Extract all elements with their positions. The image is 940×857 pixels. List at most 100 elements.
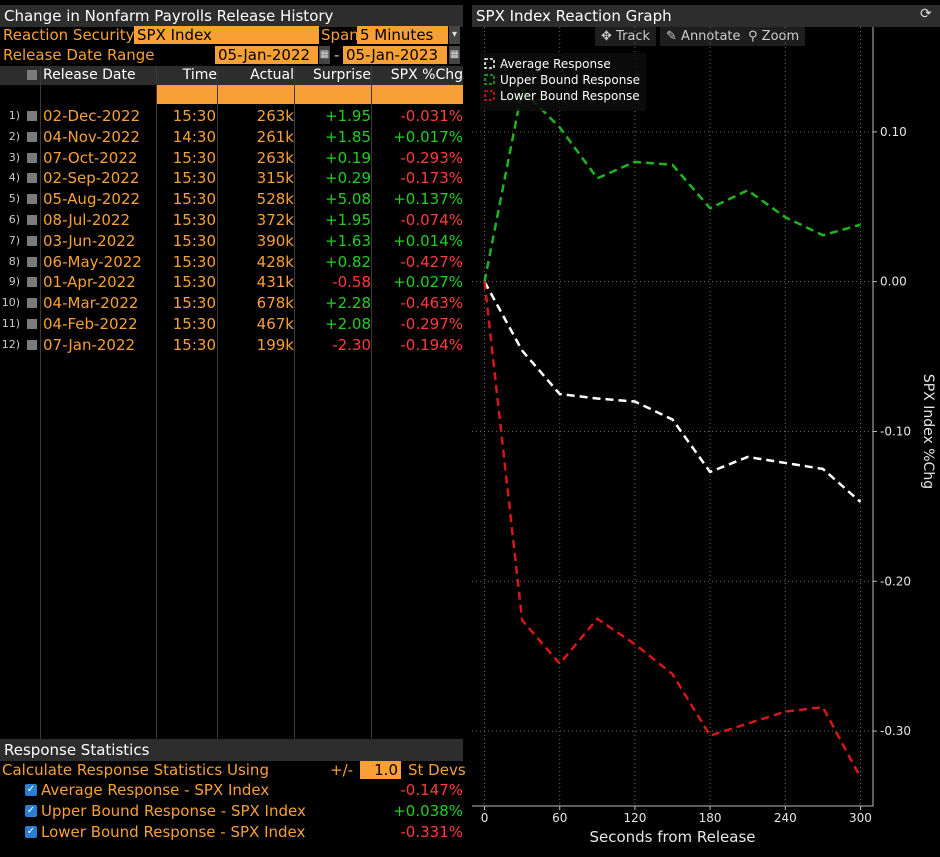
stats-row[interactable]: ✓ Upper Bound Response - SPX Index +0.038% [0, 801, 463, 821]
span-select[interactable]: 5 Minutes [357, 26, 448, 44]
date-range-separator: - [334, 46, 340, 64]
row-checkbox[interactable] [27, 131, 37, 142]
column-header-actual[interactable]: Actual [250, 67, 294, 83]
row-number: 4) [8, 171, 20, 185]
row-checkbox[interactable] [27, 277, 37, 288]
series-line [483, 281, 862, 779]
table-row[interactable]: 6) 08-Jul-2022 15:30 372k +1.95 -0.074% [0, 210, 463, 230]
column-header-spx-chg[interactable]: SPX %Chg [390, 67, 463, 83]
table-row[interactable]: 3) 07-Oct-2022 15:30 263k +0.19 -0.293% [0, 148, 463, 168]
release-time: 15:30 [172, 252, 216, 271]
row-checkbox[interactable] [27, 319, 37, 329]
plus-minus-label: +/- [330, 761, 354, 779]
column-divider [371, 66, 372, 740]
calc-stats-label: Calculate Response Statistics Using [2, 761, 269, 779]
row-checkbox[interactable] [27, 235, 37, 246]
release-time: 15:30 [172, 190, 216, 209]
table-row[interactable]: 1) 02-Dec-2022 15:30 263k +1.95 -0.031% [0, 106, 463, 126]
release-date: 08-Jul-2022 [43, 211, 131, 229]
zoom-label: Zoom [761, 29, 800, 44]
reaction-chart[interactable]: 0 60 120 180 240 300 0.10 0.00 -0.10 -0.20 -0.30 Se… [472, 27, 940, 857]
row-number: 3) [8, 150, 20, 164]
table-row[interactable]: 9) 01-Apr-2022 15:30 431k -0.58 +0.027% [0, 272, 463, 292]
actual-value: 678k [256, 294, 294, 313]
column-header-time[interactable]: Time [182, 67, 217, 83]
stats-row[interactable]: ✓ Average Response - SPX Index -0.147% [0, 780, 463, 800]
stats-value: -0.147% [400, 781, 463, 799]
date-from-input[interactable]: 05-Jan-2022 [215, 46, 318, 64]
column-divider [156, 66, 157, 740]
track-label: Track [616, 29, 651, 44]
release-time: 15:30 [172, 169, 216, 188]
calendar-icon[interactable]: ▦ [319, 46, 330, 64]
table-row[interactable]: 5) 05-Aug-2022 15:30 528k +5.08 +0.137% [0, 189, 463, 209]
legend-label: Lower Bound Response [500, 89, 640, 103]
table-row[interactable]: 10) 04-Mar-2022 15:30 678k +2.28 -0.463% [0, 293, 463, 313]
surprise-value: +0.19 [325, 148, 371, 167]
row-checkbox[interactable] [27, 256, 37, 267]
reaction-security-input[interactable]: SPX Index [134, 26, 319, 44]
table-row[interactable]: 8) 06-May-2022 15:30 428k +0.82 -0.427% [0, 252, 463, 272]
column-header-release-date[interactable]: Release Date [43, 67, 136, 83]
x-tick-label: 60 [552, 811, 567, 825]
legend-box [480, 53, 646, 111]
spx-chg-value: -0.074% [400, 211, 463, 229]
table-row[interactable]: 11) 04-Feb-2022 15:30 467k +2.08 -0.297% [0, 314, 463, 334]
table-row[interactable]: 7) 03-Jun-2022 15:30 390k +1.63 +0.014% [0, 231, 463, 251]
column-divider [217, 66, 218, 740]
release-date-range-label: Release Date Range [3, 46, 155, 64]
release-date: 05-Aug-2022 [43, 190, 141, 209]
row-checkbox[interactable] [27, 298, 37, 309]
x-tick-label: 300 [849, 811, 872, 825]
release-time: 15:30 [172, 273, 216, 292]
table-row[interactable]: 2) 04-Nov-2022 14:30 261k +1.85 +0.017% [0, 127, 463, 147]
table-row[interactable]: 4) 02-Sep-2022 15:30 315k +0.29 -0.173% [0, 168, 463, 188]
y-tick-label: -0.20 [880, 574, 911, 588]
table-header [0, 66, 463, 85]
column-header-surprise[interactable]: Surprise [313, 67, 371, 83]
magnifier-icon: ⚲ [748, 29, 758, 44]
row-checkbox[interactable] [27, 111, 37, 121]
surprise-value: +1.85 [325, 127, 371, 146]
release-time: 15:30 [172, 335, 216, 354]
release-date: 04-Feb-2022 [43, 315, 138, 333]
filter-row[interactable] [157, 85, 463, 104]
row-checkbox[interactable] [27, 194, 37, 205]
surprise-value: -2.30 [332, 335, 371, 354]
row-number: 9) [8, 275, 20, 289]
refresh-icon[interactable]: ⟳ [920, 6, 932, 22]
actual-value: 431k [256, 273, 294, 292]
y-tick-label: 0.10 [880, 125, 907, 139]
actual-value: 263k [256, 107, 294, 125]
row-number: 1) [8, 109, 20, 122]
zoom-button[interactable]: ⚲ Zoom [742, 27, 806, 46]
surprise-value: -0.58 [332, 273, 371, 292]
row-checkbox[interactable] [27, 215, 37, 225]
row-number: 5) [8, 192, 20, 206]
series-line [483, 281, 862, 503]
spx-chg-value: -0.463% [400, 294, 463, 313]
select-all-checkbox[interactable] [27, 70, 37, 80]
check-icon[interactable]: ✓ [25, 784, 37, 796]
check-icon[interactable]: ✓ [25, 805, 37, 817]
calendar-icon[interactable]: ▦ [449, 46, 460, 64]
date-to-input[interactable]: 05-Jan-2023 [343, 46, 447, 64]
table-row[interactable]: 12) 07-Jan-2022 15:30 199k -2.30 -0.194% [0, 335, 463, 355]
stats-row[interactable]: ✓ Lower Bound Response - SPX Index -0.331% [0, 822, 463, 842]
check-icon[interactable]: ✓ [25, 826, 37, 838]
row-checkbox[interactable] [27, 173, 37, 184]
actual-value: 263k [256, 148, 294, 167]
chevron-down-icon[interactable]: ▾ [449, 26, 460, 44]
surprise-value: +1.95 [325, 107, 371, 125]
row-number: 12) [1, 337, 20, 351]
spx-chg-value: -0.427% [400, 252, 463, 271]
row-number: 2) [8, 129, 20, 143]
track-button[interactable]: ✥ Track [595, 27, 657, 46]
release-date: 03-Jun-2022 [43, 231, 136, 250]
stats-label: Lower Bound Response - SPX Index [41, 823, 306, 841]
row-checkbox[interactable] [27, 152, 37, 163]
release-time: 15:30 [172, 107, 216, 125]
annotate-button[interactable]: ✎ Annotate [660, 27, 747, 46]
stdev-input[interactable]: 1.0 [360, 761, 401, 779]
row-checkbox[interactable] [27, 339, 37, 350]
